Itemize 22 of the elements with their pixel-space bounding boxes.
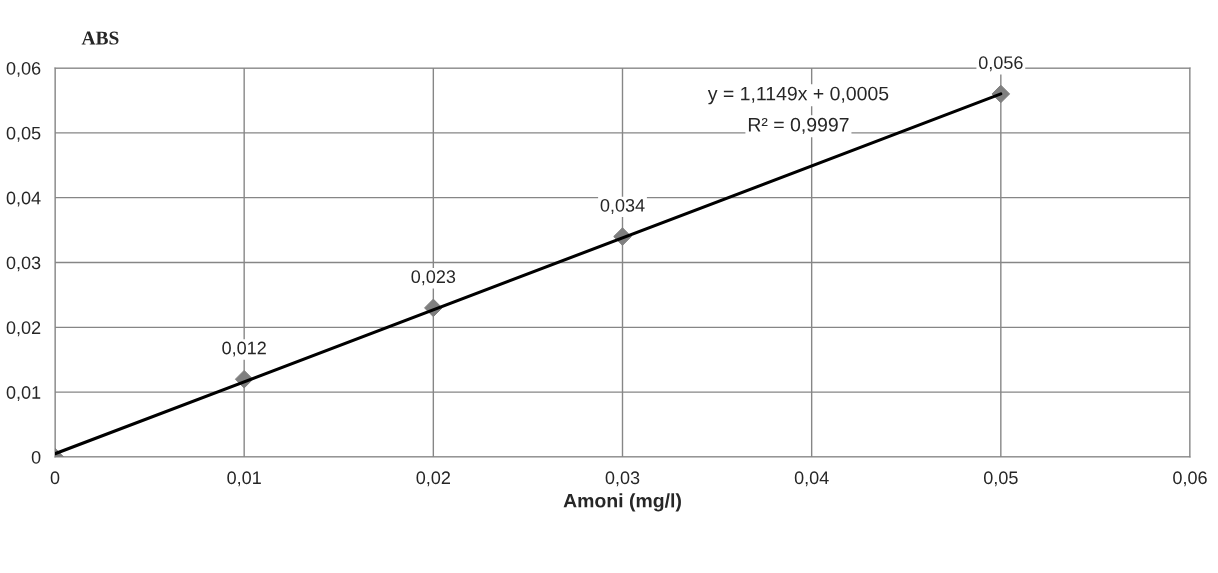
y-tick-label: 0,04 bbox=[6, 191, 41, 207]
annotation: y = 1,1149x + 0,0005 bbox=[707, 86, 889, 105]
y-tick-label: 0,05 bbox=[6, 126, 41, 142]
y-tick-label: 0 bbox=[31, 450, 41, 464]
x-axis-title: Amoni (mg/l) bbox=[563, 493, 681, 512]
x-tick-label: 0,06 bbox=[1173, 471, 1207, 487]
x-tick-label: 0,05 bbox=[983, 471, 1018, 487]
y-tick-label: 0,03 bbox=[6, 256, 41, 272]
data-label: 0,034 bbox=[600, 198, 645, 214]
x-tick-label: 0,01 bbox=[227, 471, 261, 487]
annotation: R² = 0,9997 bbox=[748, 117, 849, 134]
data-label: 0,056 bbox=[978, 56, 1023, 72]
x-tick-label: 0,04 bbox=[794, 471, 829, 487]
data-label: 0,023 bbox=[411, 270, 456, 286]
y-tick-label: 0,06 bbox=[6, 61, 41, 77]
y-axis-title: ABS bbox=[81, 31, 119, 45]
x-tick-label: 0,03 bbox=[605, 471, 640, 487]
x-tick-label: 0,02 bbox=[416, 471, 450, 487]
x-tick-label: 0 bbox=[50, 471, 60, 485]
y-tick-label: 0,01 bbox=[6, 386, 41, 402]
y-tick-label: 0,02 bbox=[6, 321, 41, 337]
data-label: 0,012 bbox=[222, 341, 266, 357]
